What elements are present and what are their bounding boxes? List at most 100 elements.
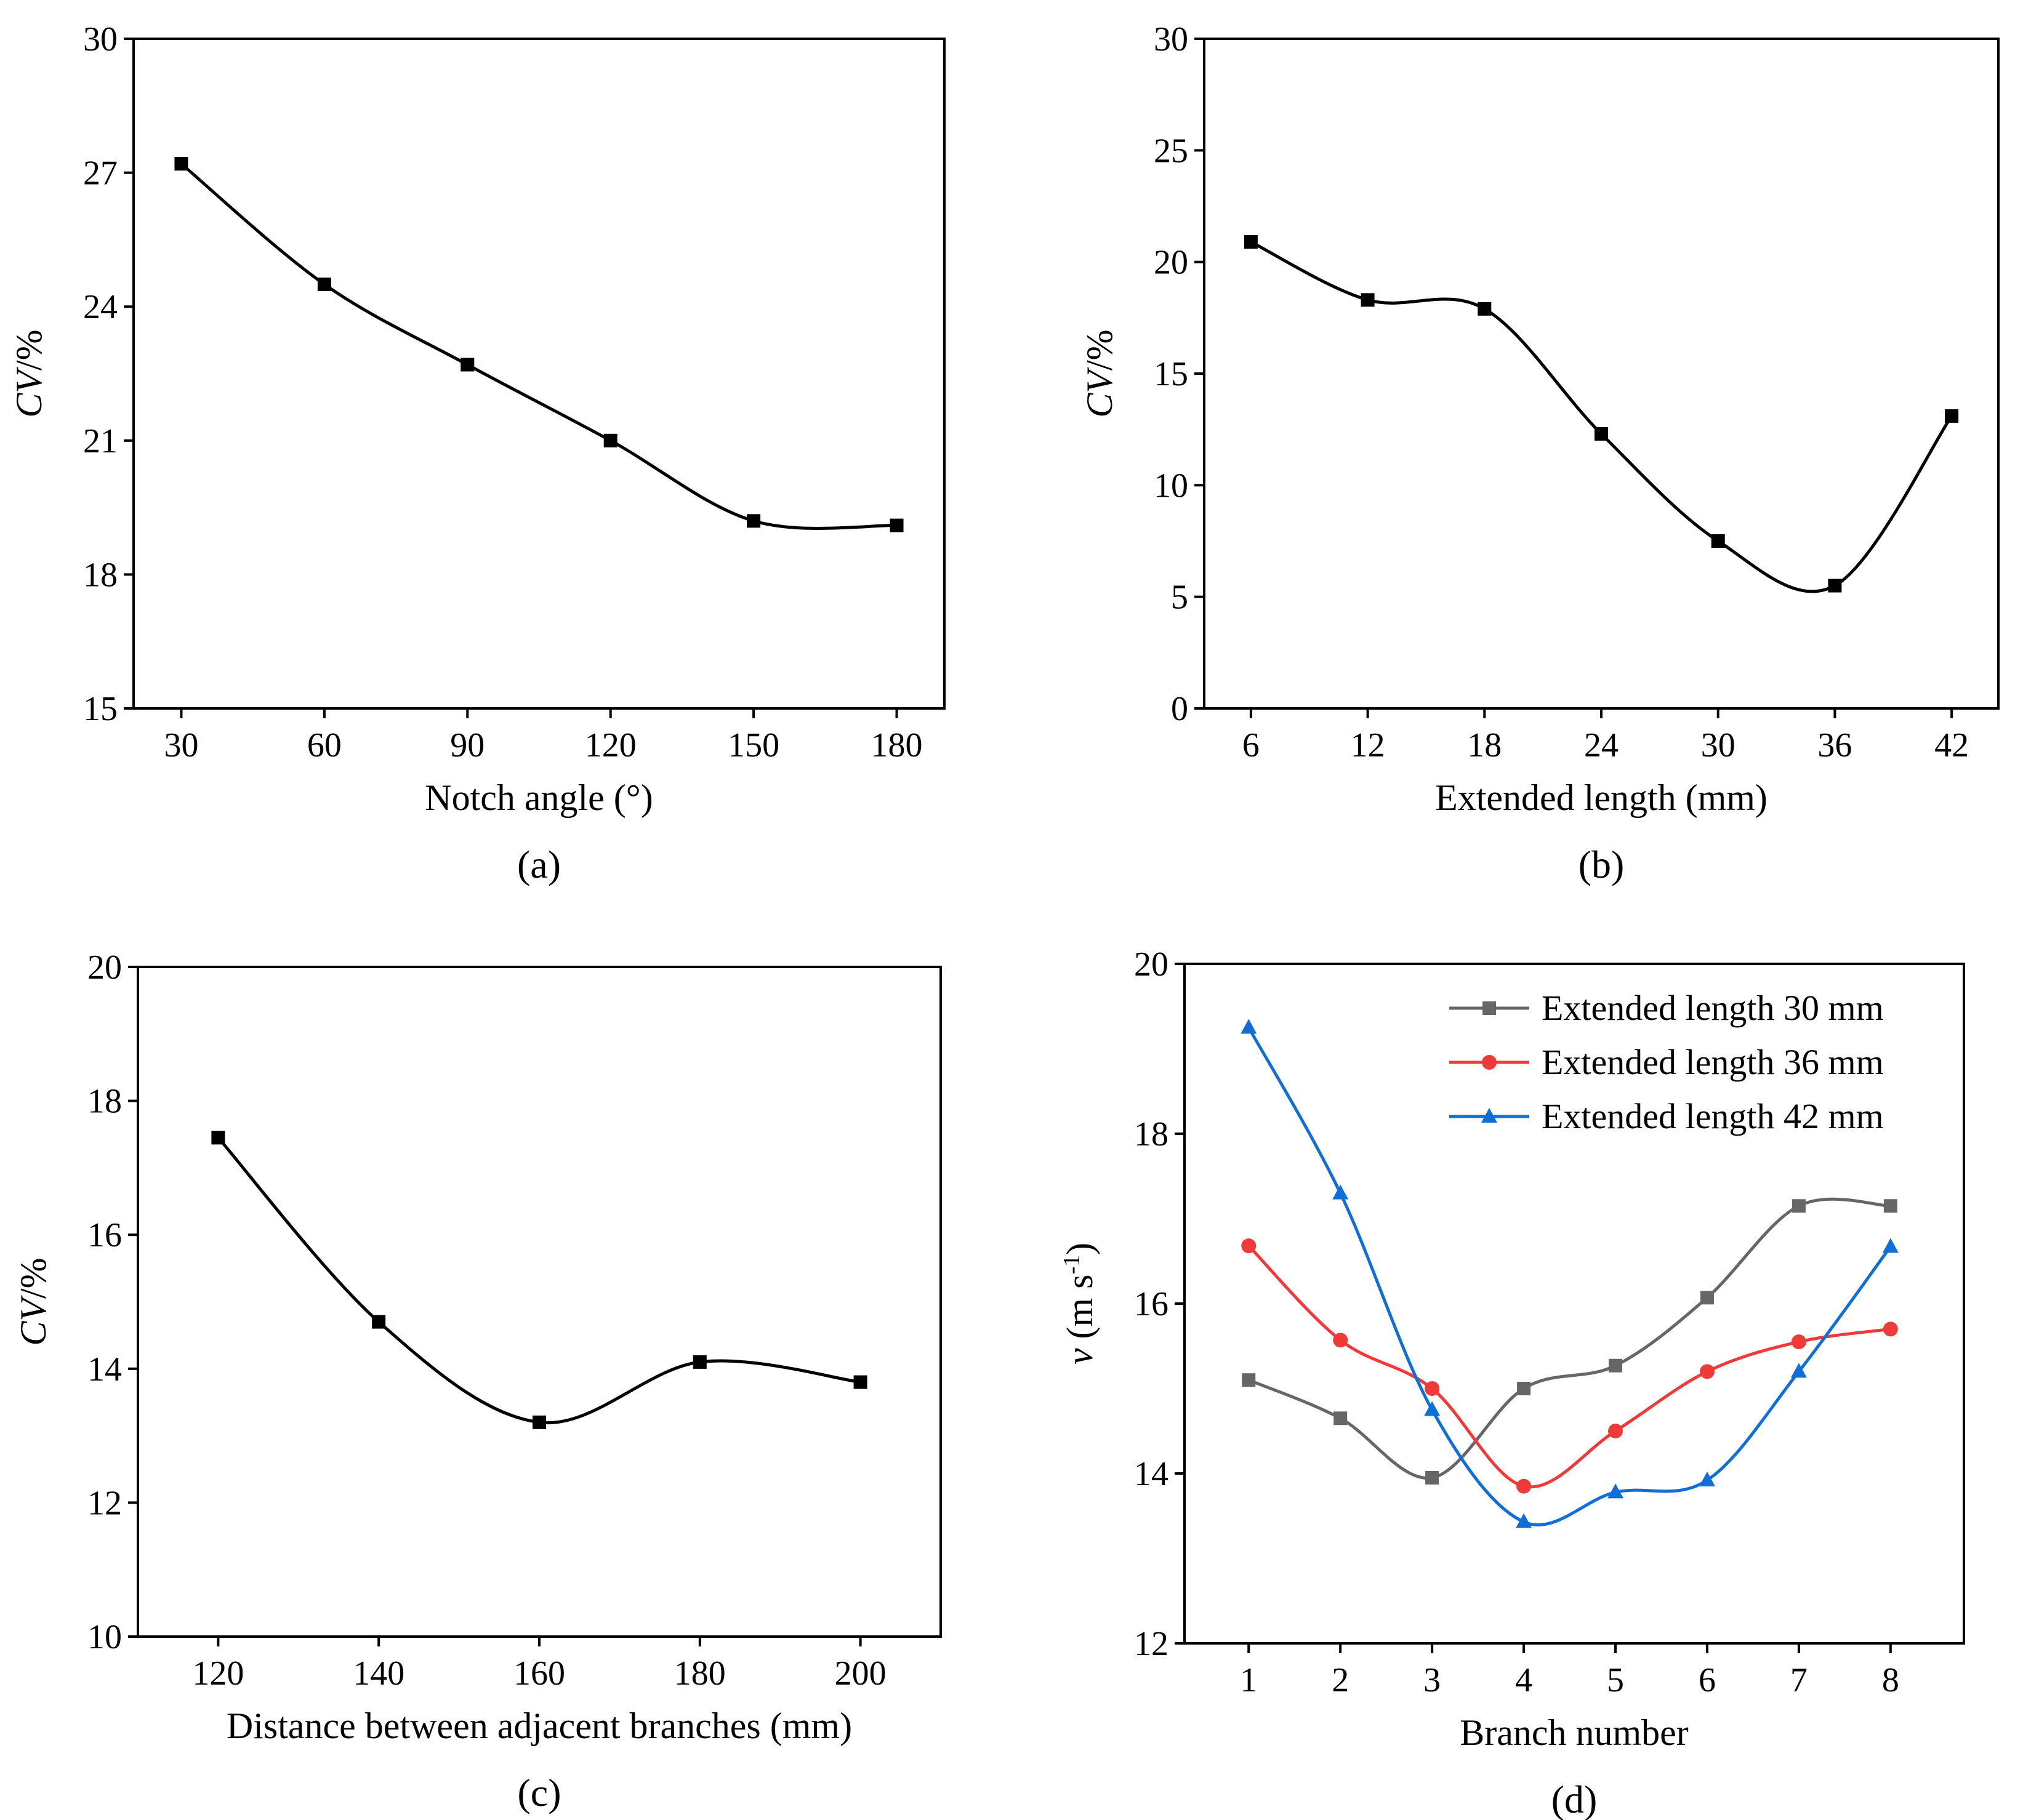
y-tick-label: 15 (1154, 355, 1188, 393)
x-tick-label: 8 (1882, 1661, 1899, 1699)
legend-label: Extended length 36 mm (1542, 1042, 1884, 1082)
panel-label: (d) (1551, 1778, 1598, 1820)
y-tick-label: 14 (1134, 1455, 1168, 1493)
x-axis-label: Branch number (1460, 1712, 1689, 1753)
legend-marker (1482, 1001, 1496, 1015)
data-point (1516, 1513, 1532, 1528)
data-point (1242, 1373, 1256, 1387)
x-tick-label: 1 (1240, 1661, 1257, 1699)
data-point (372, 1315, 386, 1329)
x-tick-label: 140 (353, 1654, 404, 1693)
x-axis-label: Distance between adjacent branches (mm) (227, 1706, 852, 1746)
legend-marker (1481, 1108, 1497, 1123)
data-point (1516, 1478, 1532, 1494)
y-tick-label: 30 (83, 20, 118, 58)
x-tick-label: 4 (1515, 1661, 1532, 1699)
data-point (1607, 1483, 1624, 1499)
data-point (1425, 1470, 1439, 1485)
x-tick-label: 30 (164, 726, 198, 764)
y-tick-label: 15 (83, 690, 118, 728)
y-tick-label: 16 (1134, 1285, 1168, 1323)
x-tick-label: 120 (585, 726, 637, 764)
data-point (1332, 1184, 1349, 1200)
data-point (460, 358, 475, 372)
x-tick-label: 2 (1332, 1661, 1349, 1699)
y-tick-label: 18 (1134, 1115, 1168, 1153)
series-line (1250, 240, 1953, 593)
data-point (533, 1415, 546, 1429)
data-point (1791, 1334, 1806, 1350)
x-tick-label: 150 (728, 726, 779, 764)
y-tick-label: 24 (83, 288, 118, 326)
data-point (853, 1375, 867, 1389)
legend-label: Extended length 30 mm (1542, 988, 1884, 1028)
y-tick-label: 10 (1154, 467, 1188, 505)
data-point (1241, 1019, 1257, 1034)
y-tick-label: 18 (83, 556, 118, 594)
y-tick-label: 21 (83, 422, 118, 460)
x-tick-label: 3 (1423, 1661, 1441, 1699)
panel-a: 30 60 90 120 150 180 15 18 21 24 27 30 Notch angle (… (9, 20, 946, 886)
data-point (1883, 1321, 1898, 1337)
x-tick-label: 180 (674, 1654, 726, 1693)
x-tick-label: 30 (1701, 726, 1735, 764)
x-axis-label: Extended length (mm) (1435, 777, 1768, 818)
plot-frame (137, 966, 942, 1638)
data-point (1882, 1238, 1899, 1253)
data-point (1425, 1381, 1440, 1396)
x-tick-label: 120 (192, 1654, 244, 1693)
y-tick-label: 5 (1171, 579, 1188, 617)
y-axis-label: CV/% (9, 329, 49, 417)
data-point (890, 518, 904, 532)
y-axis-label-unit: /% (1079, 329, 1120, 371)
x-tick-label: 12 (1351, 726, 1385, 764)
y-axis-label-unit: /% (13, 1257, 54, 1299)
y-tick-label: 20 (1154, 244, 1188, 282)
x-tick-label: 6 (1699, 1661, 1716, 1699)
panel-b: 6 12 18 24 30 36 42 0 5 10 15 20 25 30 Extended length… (1079, 20, 2000, 886)
data-point (1790, 1363, 1807, 1378)
x-tick-label: 6 (1242, 726, 1260, 764)
series-line (180, 162, 897, 530)
data-point (1700, 1291, 1714, 1305)
series-line (1248, 1197, 1891, 1480)
x-axis-label: Notch angle (°) (425, 777, 653, 818)
data-point (211, 1131, 225, 1145)
data-point (1699, 1364, 1715, 1379)
y-tick-label: 20 (87, 948, 122, 987)
data-point (1828, 579, 1842, 593)
y-tick-label: 10 (87, 1618, 122, 1656)
data-point (1609, 1358, 1623, 1373)
x-tick-label: 36 (1817, 726, 1852, 764)
legend: Extended length 30 mm Extended length 36 … (1449, 988, 1884, 1136)
series-line (1247, 1245, 1891, 1489)
x-tick-label: 60 (307, 726, 342, 764)
y-axis-label-var: CV (1079, 367, 1120, 418)
panel-label: (b) (1579, 843, 1625, 886)
y-tick-label: 0 (1171, 690, 1188, 728)
y-axis-label: CV/% (1079, 329, 1120, 417)
y-tick-label: 18 (87, 1083, 122, 1121)
y-tick-label: 27 (83, 154, 118, 193)
panel-label: (c) (517, 1771, 561, 1814)
y-axis-label: v (m s-1) (1059, 1243, 1100, 1365)
x-tick-label: 42 (1934, 726, 1969, 764)
data-point (1333, 1333, 1348, 1348)
data-point (1945, 409, 1959, 423)
data-point (1711, 534, 1725, 548)
x-tick-label: 200 (835, 1654, 887, 1693)
data-point (1241, 1238, 1257, 1254)
x-tick-label: 160 (513, 1654, 565, 1693)
data-point (317, 277, 331, 291)
data-point (1424, 1401, 1441, 1416)
y-axis-label: CV/% (13, 1257, 54, 1345)
x-tick-label: 7 (1790, 1661, 1808, 1699)
y-axis-label-var: CV (9, 367, 49, 418)
plot-frame (132, 38, 946, 710)
x-tick-label: 5 (1607, 1661, 1624, 1699)
y-tick-label: 30 (1154, 20, 1188, 58)
panel-c: 120 140 160 180 200 10 12 14 16 18 20 Distance betw… (13, 948, 942, 1814)
x-tick-label: 180 (871, 726, 923, 764)
